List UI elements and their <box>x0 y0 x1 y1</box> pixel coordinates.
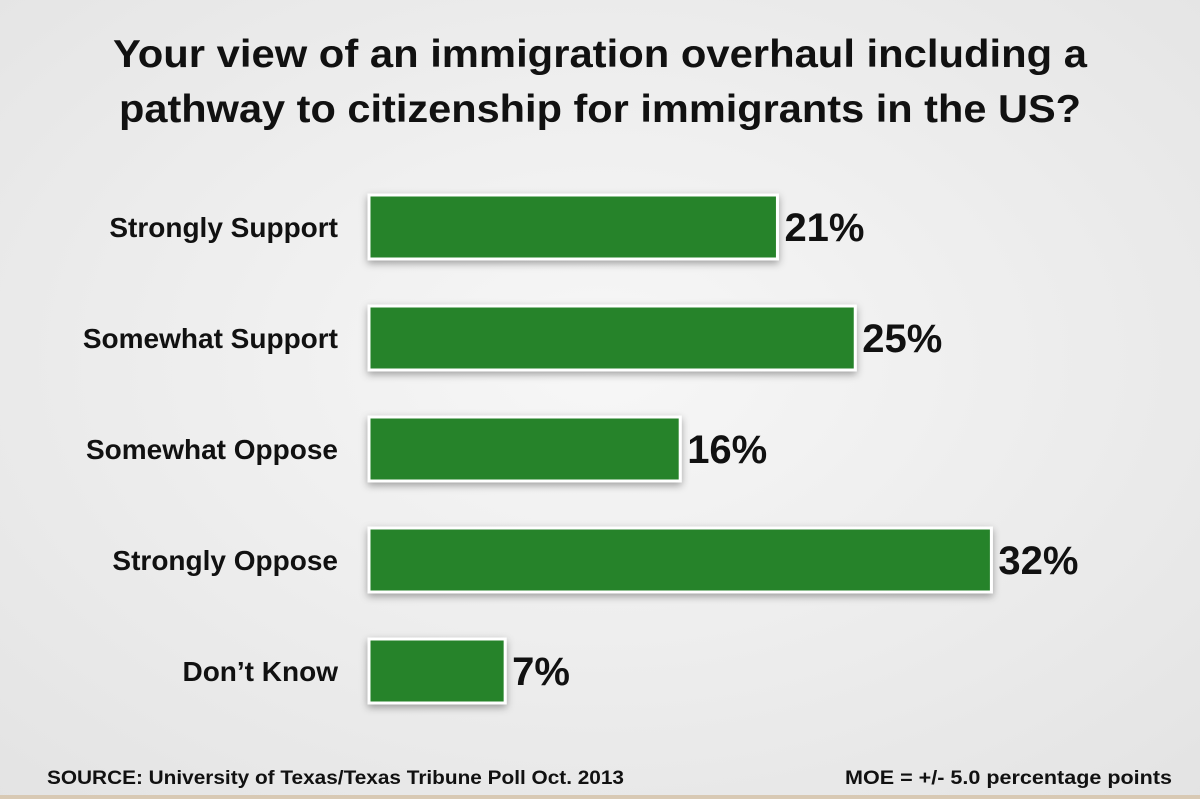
category-label: Somewhat Oppose <box>86 434 338 465</box>
data-label: 16% <box>687 428 767 472</box>
chart-title-line-1: Your view of an immigration overhaul inc… <box>113 33 1087 76</box>
bar <box>367 637 507 705</box>
data-label: 21% <box>784 206 864 250</box>
moe-note: MOE = +/- 5.0 percentage points <box>845 768 1172 789</box>
category-label: Strongly Support <box>109 212 338 243</box>
category-label: Strongly Oppose <box>112 545 338 576</box>
bars-group: Strongly Support 21% Somewhat Support 25% So… <box>83 193 1078 705</box>
category-label: Somewhat Support <box>83 323 338 354</box>
bar <box>367 193 779 261</box>
bar <box>367 304 857 372</box>
source-note: SOURCE: University of Texas/Texas Tribun… <box>47 768 624 789</box>
bar <box>367 415 682 483</box>
data-label: 25% <box>862 317 942 361</box>
bar <box>367 526 993 594</box>
data-label: 32% <box>998 539 1078 583</box>
data-label: 7% <box>512 650 570 694</box>
category-label: Don’t Know <box>182 656 338 687</box>
bottom-border <box>0 795 1200 799</box>
chart-title-line-2: pathway to citizenship for immigrants in… <box>119 88 1081 131</box>
